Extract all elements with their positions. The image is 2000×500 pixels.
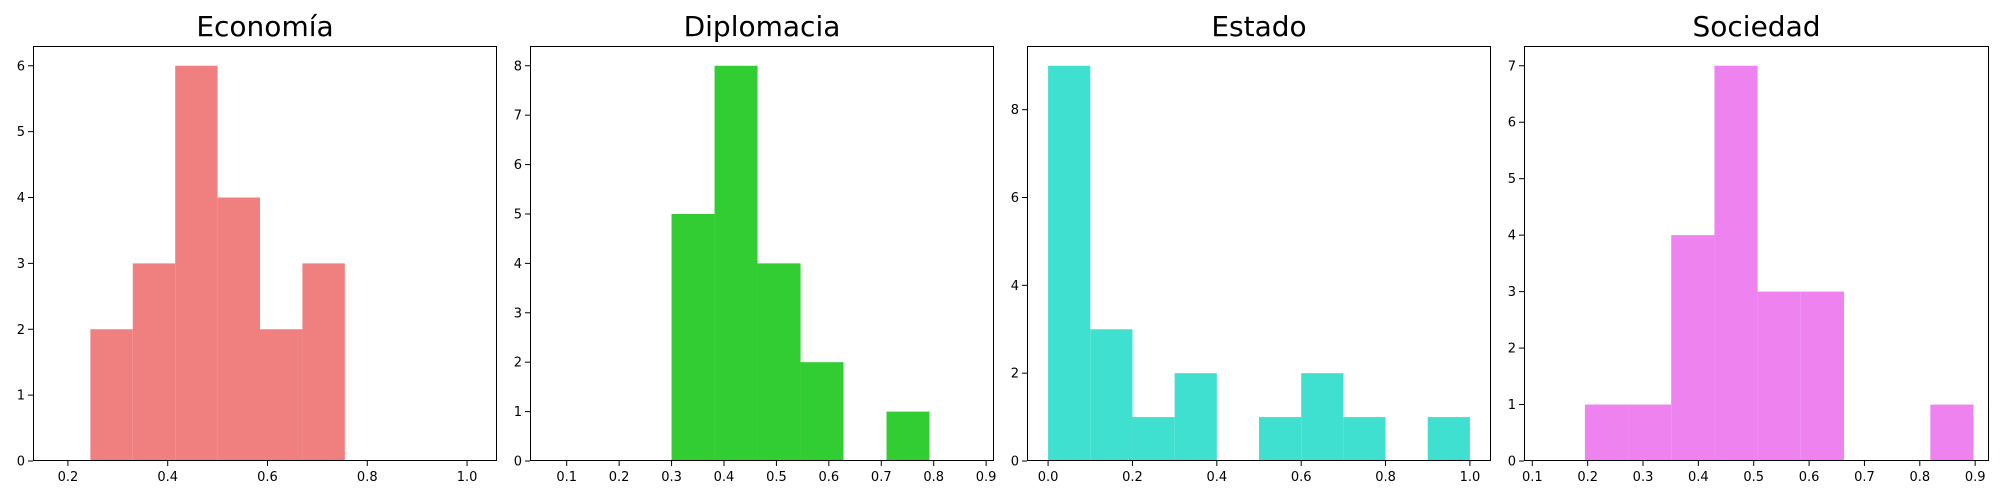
x-tick-label: 0.2 xyxy=(1577,470,1598,485)
subplot-sociedad: Sociedad 0.1 0.2 0.3 0.4 0.5 0.6 0.7 0.8 0.9 0 1 2 3 4… xyxy=(1508,10,1989,485)
chart-title: Economía xyxy=(196,10,333,43)
x-tick-label: 0.8 xyxy=(923,470,944,485)
histogram-bar xyxy=(886,411,930,461)
x-tick-label: 0.9 xyxy=(1965,470,1986,485)
x-tick-label: 0.6 xyxy=(1291,470,1312,485)
x-tick-label: 1.0 xyxy=(1460,470,1481,485)
x-tick-label: 0.4 xyxy=(714,470,735,485)
y-tick-label: 6 xyxy=(1011,191,1019,206)
histogram-bar xyxy=(1930,404,1974,461)
y-tick-label: 7 xyxy=(1508,59,1516,74)
x-tick-label: 1.0 xyxy=(457,470,478,485)
histogram-bar xyxy=(1427,417,1470,461)
y-tick-label: 1 xyxy=(1508,398,1516,413)
y-tick-label: 3 xyxy=(514,306,522,321)
histogram-bar xyxy=(260,329,303,461)
histogram-bar xyxy=(1671,235,1715,461)
subplot-diplomacia: Diplomacia 0.1 0.2 0.3 0.4 0.5 0.6 0.7 0.8 0.9 0 1 2… xyxy=(514,10,997,485)
y-tick-label: 4 xyxy=(514,257,522,272)
x-tick-label: 0.7 xyxy=(1854,470,1875,485)
y-tick-label: 0 xyxy=(17,455,25,470)
axes-frame xyxy=(1524,46,1989,461)
y-tick-label: 8 xyxy=(514,59,522,74)
histogram-bar xyxy=(1301,373,1344,461)
chart-title: Estado xyxy=(1211,10,1306,43)
y-tick-label: 3 xyxy=(1508,285,1516,300)
x-tick-label: 0.8 xyxy=(357,470,378,485)
x-tick-label: 0.6 xyxy=(819,470,840,485)
y-tick-label: 2 xyxy=(17,323,25,338)
histogram-bar xyxy=(1584,404,1629,461)
histogram-bar xyxy=(671,213,715,461)
x-tick-label: 0.2 xyxy=(58,470,79,485)
x-tick-label: 0.6 xyxy=(257,470,278,485)
histogram-bar xyxy=(714,65,758,461)
histogram-bar xyxy=(1048,65,1091,461)
x-tick-label: 0.5 xyxy=(766,470,787,485)
x-tick-label: 0.3 xyxy=(661,470,682,485)
histogram-bar xyxy=(1132,417,1175,461)
histogram-bar xyxy=(1628,404,1672,461)
axes-frame xyxy=(1027,46,1491,461)
x-tick-label: 0.4 xyxy=(157,470,178,485)
x-tick-label: 0.1 xyxy=(1522,470,1543,485)
y-tick-label: 2 xyxy=(1011,367,1019,382)
y-tick-label: 7 xyxy=(514,109,522,124)
histogram-bar xyxy=(757,263,801,461)
subplot-economia: Economía 0.2 0.4 0.6 0.8 1.0 0 1 2 3 4 5 6 xyxy=(17,10,497,485)
chart-title: Sociedad xyxy=(1692,10,1820,43)
y-tick-label: 4 xyxy=(1011,279,1019,294)
y-tick-label: 0 xyxy=(1508,455,1516,470)
histogram-bar xyxy=(217,197,261,461)
histogram-bar xyxy=(1090,329,1133,461)
histogram-bar xyxy=(1757,291,1801,461)
x-tick-label: 0.0 xyxy=(1038,470,1059,485)
y-tick-label: 1 xyxy=(17,389,25,404)
histogram-bar xyxy=(175,65,218,461)
y-tick-label: 5 xyxy=(17,125,25,140)
x-tick-label: 0.4 xyxy=(1688,470,1709,485)
x-tick-label: 0.9 xyxy=(976,470,997,485)
y-tick-label: 3 xyxy=(17,257,25,272)
x-tick-label: 0.4 xyxy=(1206,470,1227,485)
y-tick-label: 4 xyxy=(1508,229,1516,244)
y-tick-label: 5 xyxy=(1508,172,1516,187)
x-tick-label: 0.2 xyxy=(1122,470,1143,485)
x-tick-label: 0.8 xyxy=(1909,470,1930,485)
y-tick-label: 0 xyxy=(1011,455,1019,470)
x-tick-label: 0.3 xyxy=(1633,470,1654,485)
subplot-estado: Estado 0.0 0.2 0.4 0.6 0.8 1.0 0 2 4 6 8 xyxy=(1011,10,1491,485)
histogram-bar xyxy=(1800,291,1844,461)
x-tick-label: 0.6 xyxy=(1799,470,1820,485)
x-tick-label: 0.2 xyxy=(609,470,630,485)
x-tick-label: 0.7 xyxy=(871,470,892,485)
histogram-bar xyxy=(1714,65,1758,461)
histogram-bar xyxy=(1174,373,1217,461)
x-tick-label: 0.8 xyxy=(1375,470,1396,485)
x-tick-label: 0.1 xyxy=(556,470,577,485)
histogram-bar xyxy=(132,263,176,461)
chart-title: Diplomacia xyxy=(684,10,841,43)
x-tick-label: 0.5 xyxy=(1743,470,1764,485)
y-tick-label: 2 xyxy=(514,356,522,371)
histogram-bar xyxy=(800,362,844,461)
axes-frame xyxy=(530,46,994,461)
y-tick-label: 2 xyxy=(1508,342,1516,357)
histogram-bar xyxy=(302,263,345,461)
axes-frame xyxy=(33,46,497,461)
y-tick-label: 0 xyxy=(514,455,522,470)
histogram-bar xyxy=(1259,417,1302,461)
y-tick-label: 5 xyxy=(514,207,522,222)
y-tick-label: 6 xyxy=(17,59,25,74)
y-tick-label: 1 xyxy=(514,405,522,420)
y-tick-label: 6 xyxy=(514,158,522,173)
y-tick-label: 4 xyxy=(17,191,25,206)
histogram-bar xyxy=(1343,417,1386,461)
y-tick-label: 6 xyxy=(1508,116,1516,131)
histogram-bar xyxy=(90,329,133,461)
y-tick-label: 8 xyxy=(1011,103,1019,118)
